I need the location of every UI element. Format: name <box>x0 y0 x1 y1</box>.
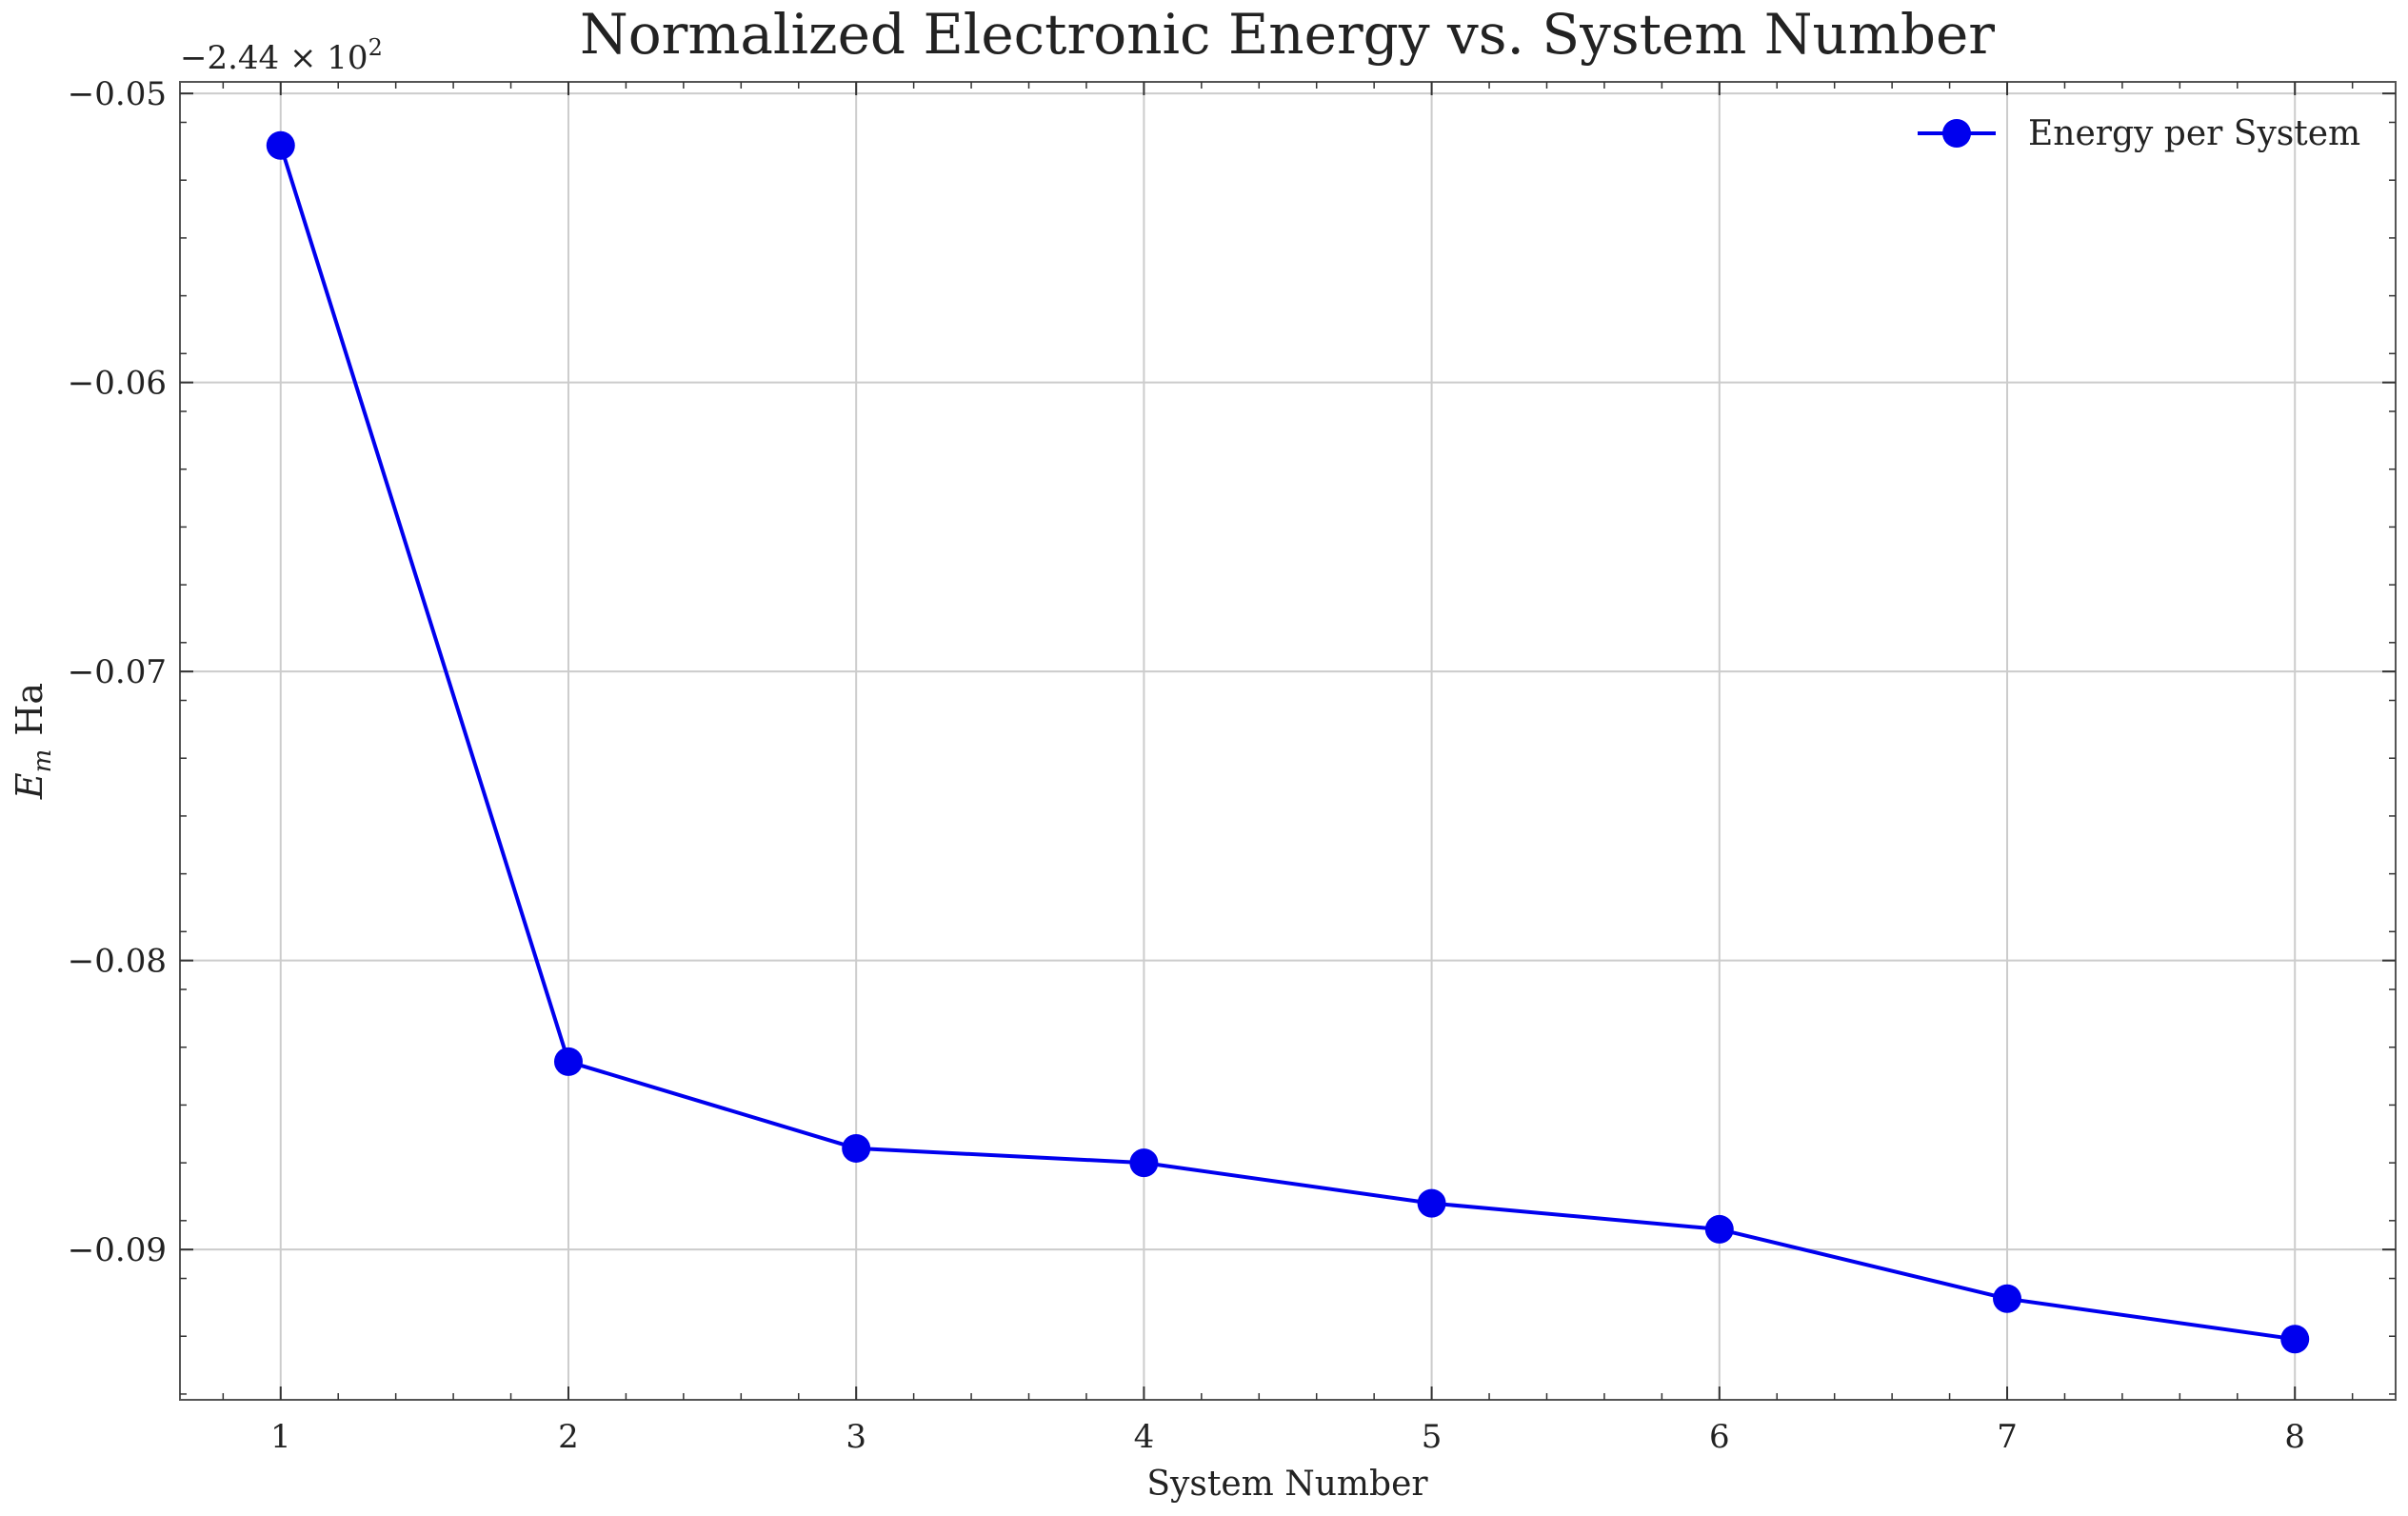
x-tick-label: 3 <box>846 1418 866 1456</box>
y-axis-label-symbol: E <box>9 772 50 800</box>
y-offset-exponent: 2 <box>368 34 383 61</box>
y-axis-label-unit: Ha <box>9 683 50 736</box>
data-point <box>1129 1148 1159 1178</box>
series-layer <box>266 130 2310 1354</box>
data-point <box>2280 1325 2310 1354</box>
axis-ticks: 1 2 3 4 5 6 7 8 −0.09 −0.08 −0.07 −0.06 −0.05 <box>68 75 2396 1456</box>
legend-marker <box>1942 119 1971 148</box>
series-line <box>278 145 2296 1342</box>
data-point <box>266 130 295 160</box>
y-tick-label: −0.07 <box>68 653 167 691</box>
data-point <box>1993 1284 2022 1313</box>
y-tick-label: −0.05 <box>68 75 167 113</box>
legend-label: Energy per System <box>2028 114 2360 153</box>
plot-frame <box>179 81 2397 1401</box>
x-tick-label: 2 <box>558 1418 579 1456</box>
data-point <box>1417 1188 1446 1218</box>
x-tick-label: 7 <box>1997 1418 2018 1456</box>
x-tick-label: 1 <box>270 1418 291 1456</box>
x-tick-label: 6 <box>1709 1418 1730 1456</box>
legend: Energy per System <box>1918 114 2360 153</box>
y-axis-label-subscript: m <box>29 749 57 773</box>
grid <box>180 82 2396 1400</box>
chart-title: Normalized Electronic Energy vs. System … <box>580 2 1995 67</box>
y-tick-label: −0.09 <box>68 1231 167 1269</box>
data-point <box>553 1047 583 1076</box>
y-tick-label: −0.08 <box>68 943 167 981</box>
x-tick-label: 5 <box>1422 1418 1443 1456</box>
y-offset-mantissa: −2.44 × 10 <box>180 39 368 77</box>
x-axis-label: System Number <box>1146 1465 1428 1504</box>
x-tick-label: 4 <box>1134 1418 1155 1456</box>
x-tick-label: 8 <box>2284 1418 2305 1456</box>
data-point <box>1704 1214 1734 1244</box>
y-tick-label: −0.06 <box>68 365 167 403</box>
data-point <box>842 1133 871 1163</box>
y-axis-label: Em Ha <box>9 683 57 800</box>
y-offset-label: −2.44 × 102 <box>180 34 383 77</box>
